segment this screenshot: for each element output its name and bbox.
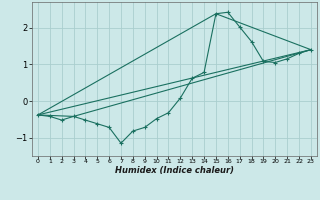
X-axis label: Humidex (Indice chaleur): Humidex (Indice chaleur) <box>115 166 234 175</box>
